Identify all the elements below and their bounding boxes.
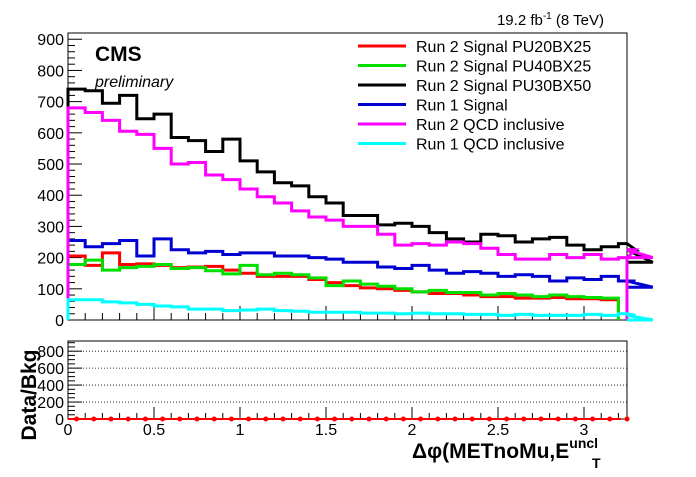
ratio-point <box>383 416 389 422</box>
legend-entry: Run 2 QCD inclusive <box>416 117 565 134</box>
x-tick-label: 1.5 <box>315 422 337 439</box>
ratio-point <box>91 416 97 422</box>
legend-entry: Run 2 Signal PU20BX25 <box>416 39 591 56</box>
histogram-line-1 <box>66 251 620 320</box>
ratio-point <box>246 416 252 422</box>
x-tick-label: 2 <box>408 422 417 439</box>
main-y-tick-label: 300 <box>37 219 64 236</box>
ratio-point <box>332 416 338 422</box>
main-y-tick-label: 100 <box>37 282 64 299</box>
ratio-y-tick-label: 400 <box>37 378 64 395</box>
status-label: preliminary <box>94 74 174 91</box>
luminosity-label: 19.2 fb-1 (8 TeV) <box>497 11 604 29</box>
main-y-tick-label: 800 <box>37 63 64 80</box>
ratio-point <box>125 416 131 422</box>
ratio-point <box>211 416 217 422</box>
legend-entry: Run 2 Signal PU40BX25 <box>416 59 591 76</box>
ratio-point <box>280 416 286 422</box>
histogram-line-4 <box>66 237 654 320</box>
ratio-point <box>590 416 596 422</box>
main-y-tick-label: 500 <box>37 157 64 174</box>
ratio-point <box>572 416 578 422</box>
histogram-line-5 <box>66 106 654 320</box>
ratio-x-axis: 0 0.5 1 1.5 2 2.5 3 <box>64 407 619 439</box>
legend: Run 2 Signal PU20BX25 Run 2 Signal PU40BX… <box>358 39 591 154</box>
x-tick-label: 2.5 <box>487 422 509 439</box>
ratio-point <box>607 416 613 422</box>
main-y-tick-label: 600 <box>37 126 64 143</box>
ratio-plot-frame <box>67 340 628 420</box>
ratio-point <box>418 416 424 422</box>
ratio-point <box>263 416 269 422</box>
ratio-point <box>349 416 355 422</box>
ratio-y-tick-label: 800 <box>37 344 64 361</box>
ratio-point <box>366 416 372 422</box>
ratio-point <box>108 416 114 422</box>
histogram-line-6 <box>66 298 654 322</box>
main-y-tick-label: 900 <box>37 32 64 49</box>
ratio-y-tick-label: 0 <box>55 412 64 429</box>
ratio-point <box>400 416 406 422</box>
main-y-tick-label: 700 <box>37 95 64 112</box>
main-y-tick-label: 200 <box>37 251 64 268</box>
ratio-point <box>521 416 527 422</box>
ratio-point <box>74 416 80 422</box>
main-y-tick-label: 0 <box>55 313 64 330</box>
ratio-grid <box>68 350 627 403</box>
main-y-tick-label: 400 <box>37 188 64 205</box>
ratio-point <box>452 416 458 422</box>
ratio-point <box>160 416 166 422</box>
ratio-point <box>228 416 234 422</box>
x-axis-label: Δφ(METnoMu,Euncl <box>412 435 598 463</box>
ratio-y-tick-label: 600 <box>37 361 64 378</box>
legend-entry: Run 1 Signal <box>416 98 508 115</box>
experiment-label: CMS <box>95 43 142 66</box>
histogram-line-3 <box>66 87 654 320</box>
histogram-line-2 <box>66 258 620 320</box>
ratio-point <box>142 416 148 422</box>
ratio-series <box>68 416 630 422</box>
main-y-axis: 0 100 200 300 400 500 600 700 800 900 <box>37 32 82 330</box>
legend-entry: Run 1 QCD inclusive <box>416 137 565 154</box>
ratio-point <box>486 416 492 422</box>
x-tick-label: 0 <box>64 422 73 439</box>
ratio-point <box>624 416 630 422</box>
ratio-point <box>314 416 320 422</box>
x-tick-label: 0.5 <box>143 422 165 439</box>
ratio-point <box>435 416 441 422</box>
ratio-point <box>194 416 200 422</box>
ratio-y-label: Data/Bkg <box>18 349 41 440</box>
ratio-point <box>297 416 303 422</box>
ratio-y-tick-label: 200 <box>37 395 64 412</box>
legend-entry: Run 2 Signal PU30BX50 <box>416 78 591 95</box>
ratio-point <box>538 416 544 422</box>
ratio-point <box>469 416 475 422</box>
histogram-series <box>66 87 654 322</box>
x-axis-label-subscript: T <box>592 455 601 471</box>
ratio-point <box>177 416 183 422</box>
ratio-point <box>504 416 510 422</box>
ratio-point <box>555 416 561 422</box>
x-tick-label: 3 <box>580 422 589 439</box>
x-tick-label: 1 <box>236 422 245 439</box>
